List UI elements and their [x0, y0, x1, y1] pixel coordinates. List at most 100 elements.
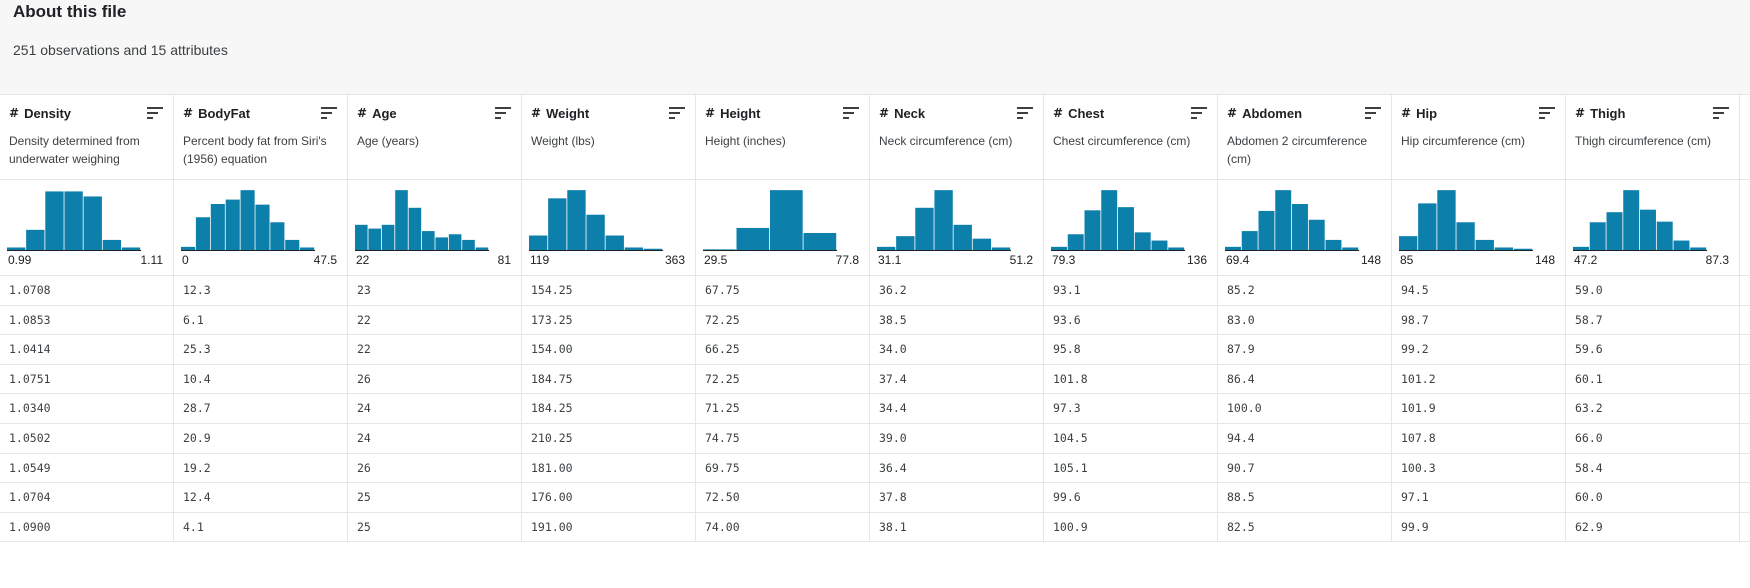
histogram-bar[interactable] — [210, 204, 225, 250]
histogram-bar[interactable] — [1101, 190, 1118, 250]
sort-icon[interactable] — [1191, 107, 1207, 119]
sort-icon[interactable] — [843, 107, 859, 119]
sort-icon[interactable] — [321, 107, 337, 119]
histogram-bar[interactable] — [422, 231, 435, 250]
histogram-bar[interactable] — [195, 217, 210, 250]
histogram-bar[interactable] — [64, 191, 83, 250]
histogram-bar[interactable] — [1656, 221, 1673, 250]
column-header[interactable]: # Height Height (inches) — [696, 94, 869, 180]
histogram-bar[interactable] — [1606, 212, 1623, 250]
histogram-bar[interactable] — [1589, 222, 1606, 250]
histogram-bar[interactable] — [181, 246, 196, 250]
histogram-bar[interactable] — [1258, 210, 1275, 250]
column-header[interactable]: # BodyFat Percent body fat from Siri's (19… — [174, 94, 347, 180]
sort-icon[interactable] — [1713, 107, 1729, 119]
histogram-bar[interactable] — [953, 224, 972, 250]
table-cell: 23 — [348, 276, 521, 306]
histogram-bar[interactable] — [1513, 248, 1533, 250]
histogram-bar[interactable] — [1456, 222, 1475, 250]
histogram-bar[interactable] — [300, 247, 315, 250]
histogram-bar[interactable] — [121, 247, 141, 250]
sort-icon[interactable] — [669, 107, 685, 119]
histogram-bar[interactable] — [255, 204, 270, 250]
table-cell-partial — [1740, 276, 1750, 306]
histogram-bar[interactable] — [102, 239, 122, 250]
sort-icon[interactable] — [1539, 107, 1555, 119]
histogram-bar[interactable] — [586, 214, 605, 250]
histogram-bar[interactable] — [45, 191, 64, 250]
histogram-bar[interactable] — [529, 235, 548, 250]
sort-icon[interactable] — [1365, 107, 1381, 119]
histogram-bar[interactable] — [1437, 190, 1456, 250]
histogram-bar[interactable] — [475, 247, 489, 250]
histogram-bar[interactable] — [1308, 219, 1325, 250]
histogram-bar[interactable] — [1690, 247, 1707, 250]
histogram-bar[interactable] — [1134, 232, 1151, 250]
histogram-bar[interactable] — [270, 222, 285, 250]
column-header[interactable]: # Thigh Thigh circumference (cm) — [1566, 94, 1739, 180]
histogram-bar[interactable] — [1225, 246, 1241, 250]
sort-icon[interactable] — [147, 107, 163, 119]
histogram-bar[interactable] — [1673, 240, 1690, 250]
histogram-bar[interactable] — [7, 247, 26, 250]
histogram-bar[interactable] — [770, 190, 803, 250]
histogram-bar[interactable] — [877, 246, 896, 250]
histogram-bar[interactable] — [355, 224, 368, 250]
sort-icon[interactable] — [1017, 107, 1033, 119]
histogram-bar[interactable] — [1292, 204, 1308, 250]
histogram-bar[interactable] — [1623, 190, 1640, 250]
histogram-bar[interactable] — [1118, 207, 1134, 250]
histogram-bar[interactable] — [1418, 203, 1437, 250]
histogram-bar[interactable] — [1640, 209, 1656, 250]
table-cell: 184.25 — [522, 394, 695, 424]
histogram-bar[interactable] — [934, 190, 953, 250]
histogram-bar[interactable] — [83, 196, 102, 250]
column-header[interactable]: # Age Age (years) — [348, 94, 521, 180]
histogram-bar[interactable] — [972, 238, 992, 250]
histogram-bar[interactable] — [395, 190, 408, 250]
histogram-bar[interactable] — [991, 247, 1011, 250]
histogram-bar[interactable] — [1067, 234, 1084, 250]
histogram-bar[interactable] — [1342, 247, 1359, 250]
histogram-bar[interactable] — [548, 198, 567, 250]
histogram-bar[interactable] — [1325, 239, 1342, 250]
histogram-bar[interactable] — [462, 239, 475, 250]
histogram-bar[interactable] — [381, 224, 395, 250]
histogram-bar[interactable] — [448, 234, 462, 250]
histogram-bar[interactable] — [803, 232, 837, 250]
histogram-bar[interactable] — [605, 235, 624, 250]
histogram-bar[interactable] — [1275, 190, 1292, 250]
column-header[interactable]: # Chest Chest circumference (cm) — [1044, 94, 1217, 180]
histogram-bar[interactable] — [1151, 240, 1168, 250]
column-header[interactable]: # Weight Weight (lbs) — [522, 94, 695, 180]
histogram-bar[interactable] — [1494, 247, 1514, 250]
histogram-bar[interactable] — [285, 239, 300, 250]
histogram-bar[interactable] — [240, 190, 255, 250]
column-header[interactable]: # Abdomen Abdomen 2 circumference (cm) — [1218, 94, 1391, 180]
histogram-bar[interactable] — [1241, 231, 1258, 250]
column-header[interactable]: # Hip Hip circumference (cm) — [1392, 94, 1565, 180]
histogram-bar[interactable] — [915, 207, 934, 250]
histogram-bar[interactable] — [1399, 236, 1418, 250]
histogram-bar[interactable] — [896, 236, 915, 250]
histogram-bar[interactable] — [1084, 210, 1101, 250]
histogram-bar[interactable] — [567, 190, 586, 250]
histogram-bar[interactable] — [703, 249, 736, 250]
histogram-bar[interactable] — [435, 237, 448, 250]
histogram-bar[interactable] — [624, 247, 644, 250]
table-cell: 12.4 — [174, 483, 347, 513]
histogram-bar[interactable] — [225, 199, 240, 250]
histogram-bar[interactable] — [408, 207, 422, 250]
histogram-bar[interactable] — [26, 229, 45, 250]
histogram-bar[interactable] — [368, 228, 381, 250]
column-header[interactable]: # Neck Neck circumference (cm) — [870, 94, 1043, 180]
histogram-bar[interactable] — [1168, 247, 1185, 250]
histogram-bar[interactable] — [643, 248, 663, 250]
histogram-bar[interactable] — [736, 227, 770, 250]
column-header[interactable]: # Density Density determined from underwat… — [0, 94, 173, 180]
sort-icon[interactable] — [495, 107, 511, 119]
histogram-bar[interactable] — [1475, 239, 1494, 250]
histogram-bar[interactable] — [1573, 246, 1589, 250]
table-cell: 90.7 — [1218, 454, 1391, 484]
histogram-bar[interactable] — [1051, 246, 1067, 250]
